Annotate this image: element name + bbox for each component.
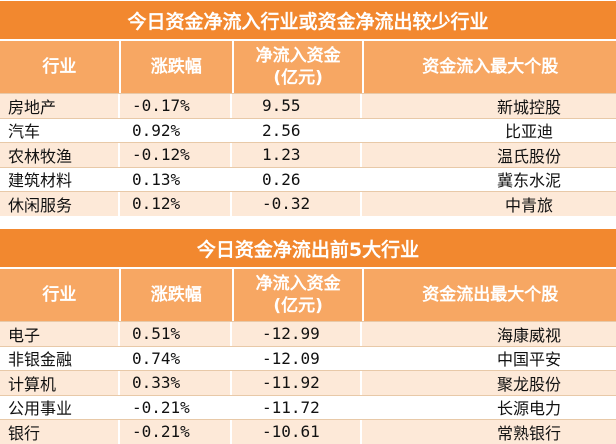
change-cell: 0.74% <box>120 346 232 370</box>
net-inflow-cell: -12.99 <box>232 322 362 346</box>
table-row: 房地产 -0.17% 9.55 新城控股 <box>0 93 616 118</box>
industry-cell: 建筑材料 <box>0 167 120 191</box>
header-net-inflow-line1: 净流入资金 <box>255 46 341 66</box>
net-inflow-cell: -11.72 <box>232 395 362 419</box>
industry-cell: 电子 <box>0 322 120 346</box>
header-net-inflow: 净流入资金 (亿元) <box>233 267 365 321</box>
header-change: 涨跌幅 <box>120 267 234 321</box>
net-inflow-cell: 2.56 <box>232 118 362 142</box>
industry-cell: 计算机 <box>0 371 120 395</box>
outflow-table: 今日资金净流出前5大行业 行业 涨跌幅 净流入资金 (亿元) 资金流出最大个股 … <box>0 228 616 444</box>
industry-cell: 银行 <box>0 420 120 444</box>
change-cell: -0.21% <box>120 395 232 419</box>
table-row: 非银金融 0.74% -12.09 中国平安 <box>0 345 616 370</box>
change-cell: -0.12% <box>120 143 232 167</box>
net-inflow-cell: 1.23 <box>232 143 362 167</box>
top-stock-cell: 中国平安 <box>496 350 561 370</box>
net-inflow-cell: -0.32 <box>232 192 362 216</box>
top-stock-cell: 聚龙股份 <box>496 374 561 394</box>
top-stock-cell: 冀东水泥 <box>496 171 561 191</box>
top-stock-cell: 新城控股 <box>496 97 561 117</box>
industry-cell: 休闲服务 <box>0 192 120 216</box>
outflow-table-rows: 电子 0.51% -12.99 海康威视 非银金融 0.74% -12.09 中… <box>0 321 616 444</box>
outflow-table-title: 今日资金净流出前5大行业 <box>0 228 616 267</box>
top-stock-cell: 海康威视 <box>496 325 561 345</box>
industry-cell: 汽车 <box>0 118 120 142</box>
header-net-inflow-line1: 净流入资金 <box>255 274 341 294</box>
change-cell: -0.21% <box>120 420 232 444</box>
net-inflow-cell: -11.92 <box>232 371 362 395</box>
table-row: 建筑材料 0.13% 0.26 冀东水泥 <box>0 166 616 191</box>
outflow-table-header: 行业 涨跌幅 净流入资金 (亿元) 资金流出最大个股 <box>0 267 616 321</box>
net-inflow-cell: -12.09 <box>232 346 362 370</box>
table-row: 农林牧渔 -0.12% 1.23 温氏股份 <box>0 142 616 167</box>
header-net-inflow: 净流入资金 (亿元) <box>233 39 365 93</box>
inflow-table-title: 今日资金净流入行业或资金净流出较少行业 <box>0 0 616 39</box>
top-stock-cell: 比亚迪 <box>504 122 553 142</box>
net-inflow-cell: -10.61 <box>232 420 362 444</box>
change-cell: 0.92% <box>120 118 232 142</box>
net-inflow-cell: 9.55 <box>232 94 362 118</box>
header-top-stock: 资金流入最大个股 <box>364 39 616 93</box>
inflow-table: 今日资金净流入行业或资金净流出较少行业 行业 涨跌幅 净流入资金 (亿元) 资金… <box>0 0 616 216</box>
header-industry: 行业 <box>0 267 121 321</box>
top-stock-cell: 常熟银行 <box>496 423 561 443</box>
table-separator <box>0 216 616 230</box>
header-net-inflow-line2: (亿元) <box>273 296 323 316</box>
change-cell: 0.13% <box>120 167 232 191</box>
inflow-table-rows: 房地产 -0.17% 9.55 新城控股 汽车 0.92% 2.56 比亚迪 农… <box>0 93 616 216</box>
change-cell: 0.51% <box>120 322 232 346</box>
header-industry: 行业 <box>0 39 121 93</box>
inflow-table-header: 行业 涨跌幅 净流入资金 (亿元) 资金流入最大个股 <box>0 39 616 93</box>
table-row: 休闲服务 0.12% -0.32 中青旅 <box>0 191 616 216</box>
header-change: 涨跌幅 <box>120 39 234 93</box>
industry-cell: 农林牧渔 <box>0 143 120 167</box>
header-net-inflow-line2: (亿元) <box>273 68 323 88</box>
industry-cell: 房地产 <box>0 94 120 118</box>
top-stock-cell: 中青旅 <box>504 195 553 215</box>
top-stock-cell: 长源电力 <box>496 399 561 419</box>
table-row: 银行 -0.21% -10.61 常熟银行 <box>0 419 616 444</box>
change-cell: -0.17% <box>120 94 232 118</box>
net-inflow-cell: 0.26 <box>232 167 362 191</box>
table-row: 电子 0.51% -12.99 海康威视 <box>0 321 616 346</box>
industry-cell: 公用事业 <box>0 395 120 419</box>
change-cell: 0.12% <box>120 192 232 216</box>
table-row: 公用事业 -0.21% -11.72 长源电力 <box>0 394 616 419</box>
industry-cell: 非银金融 <box>0 346 120 370</box>
change-cell: 0.33% <box>120 371 232 395</box>
top-stock-cell: 温氏股份 <box>496 146 561 166</box>
table-row: 计算机 0.33% -11.92 聚龙股份 <box>0 370 616 395</box>
header-top-stock: 资金流出最大个股 <box>364 267 616 321</box>
table-row: 汽车 0.92% 2.56 比亚迪 <box>0 117 616 142</box>
